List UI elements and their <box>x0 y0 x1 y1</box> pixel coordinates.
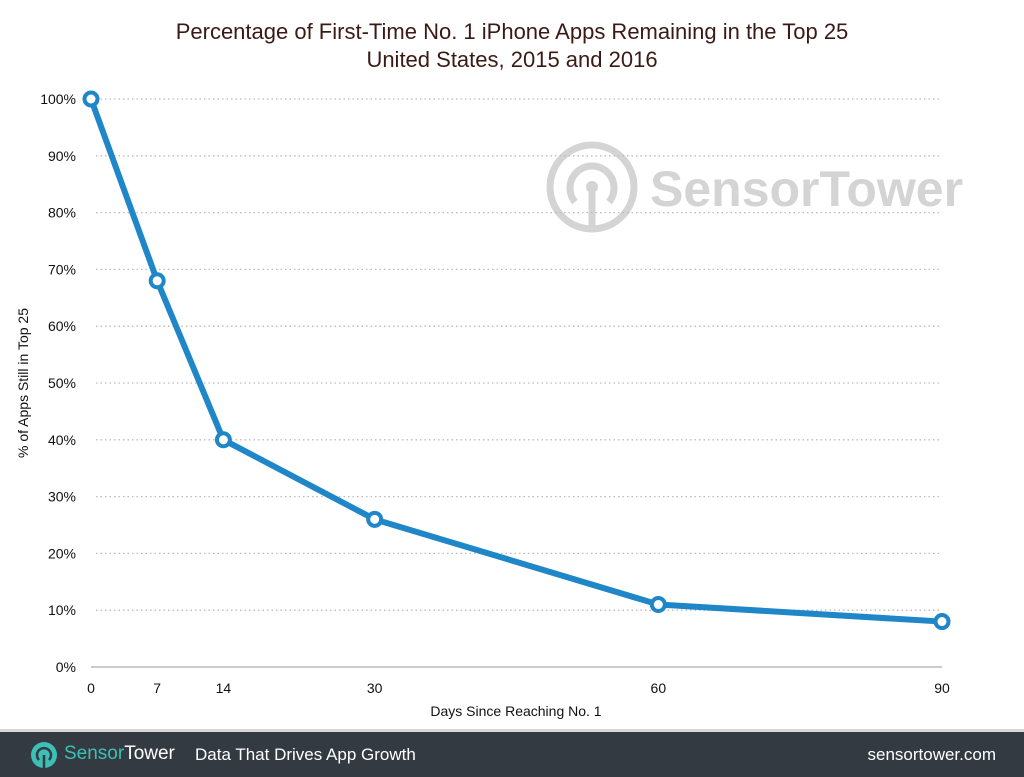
footer-site-link[interactable]: sensortower.com <box>867 745 997 764</box>
y-tick-label: 100% <box>40 91 76 107</box>
brand-tower: Tower <box>124 743 175 764</box>
data-point <box>366 510 384 528</box>
x-tick-label: 90 <box>934 680 950 696</box>
sensortower-watermark <box>546 141 638 233</box>
footer-tagline: Data That Drives App Growth <box>195 745 416 764</box>
data-point <box>148 272 166 290</box>
y-tick-label: 80% <box>48 205 76 221</box>
chart-subtitle: United States, 2015 and 2016 <box>366 47 658 72</box>
y-tick-label: 10% <box>48 602 76 618</box>
chart-title: Percentage of First-Time No. 1 iPhone Ap… <box>175 19 849 44</box>
x-tick-label: 0 <box>87 680 95 696</box>
series-line <box>88 97 943 625</box>
footer-brand: SensorTower <box>64 743 175 765</box>
footer-bar: SensorTower Data That Drives App Growth … <box>0 729 1024 777</box>
x-tick-label: 60 <box>651 680 667 696</box>
y-tick-label: 30% <box>48 489 76 505</box>
line-chart: 0% 10% 20% 30% 40% 50% 60% 70% 80% 90% 100% 0 7 14 30… <box>15 90 951 719</box>
brand-sensor: Sensor <box>64 743 125 764</box>
x-tick-label: 14 <box>216 680 232 696</box>
data-point <box>649 596 667 614</box>
data-point <box>933 613 951 631</box>
sensortower-logo-icon <box>546 141 638 233</box>
x-tick-label: 7 <box>153 680 161 696</box>
y-tick-label: 70% <box>48 261 76 277</box>
y-tick-label: 20% <box>48 545 76 561</box>
data-point <box>214 431 232 449</box>
y-tick-label: 40% <box>48 432 76 448</box>
data-point <box>82 90 100 108</box>
watermark-text: SensorTower <box>650 161 964 217</box>
x-tick-label: 30 <box>367 680 383 696</box>
y-tick-label: 50% <box>48 375 76 391</box>
y-axis-label: % of Apps Still in Top 25 <box>15 308 31 458</box>
y-tick-label: 90% <box>48 148 76 164</box>
y-tick-label: 60% <box>48 318 76 334</box>
chart-title-block: Percentage of First-Time No. 1 iPhone Ap… <box>0 18 1024 74</box>
x-axis-label: Days Since Reaching No. 1 <box>430 703 601 719</box>
sensortower-footer-logo-icon <box>31 742 57 768</box>
y-tick-label: 0% <box>56 659 76 675</box>
